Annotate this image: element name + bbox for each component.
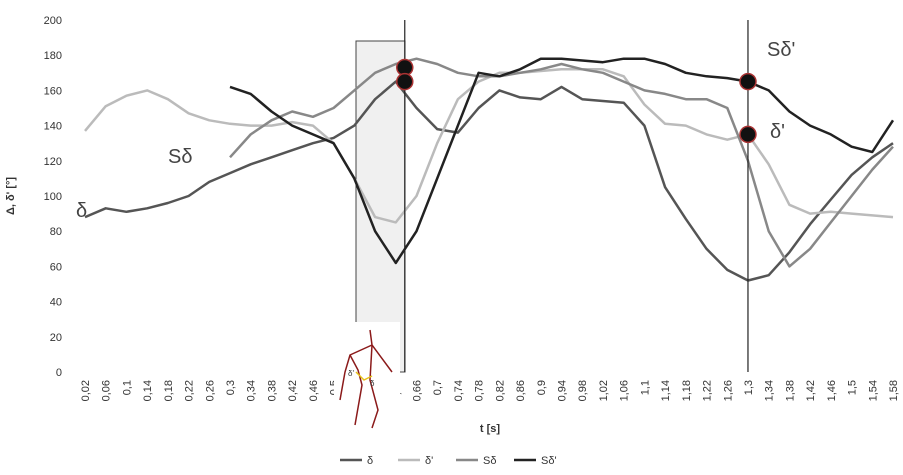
- x-tick-label: 0,34: [246, 380, 258, 401]
- x-tick-label: 1,58: [888, 380, 900, 401]
- y-tick-label: 80: [50, 226, 62, 238]
- series-line: [229, 57, 894, 268]
- legend-label: δ': [425, 455, 433, 467]
- y-tick-label: 200: [44, 15, 62, 27]
- inset-stroke: [369, 344, 379, 429]
- inset-stroke: [355, 371, 373, 381]
- x-tick-label: 0,98: [577, 380, 589, 401]
- x-tick-label: 1,54: [867, 380, 879, 401]
- x-tick-label: 0,18: [163, 380, 175, 401]
- marker-point: [739, 72, 757, 91]
- x-tick-label: 1,34: [764, 380, 776, 401]
- annotation: Sδ': [767, 39, 795, 61]
- x-tick-label: 0,7: [432, 380, 444, 395]
- inset-figure: δ' δ: [334, 322, 400, 432]
- x-tick-label: 0,74: [453, 380, 465, 401]
- x-tick-label: 0,94: [557, 380, 569, 401]
- x-tick-label: 0,66: [411, 380, 423, 401]
- y-tick-label: 40: [50, 297, 62, 309]
- legend-label: δ: [367, 455, 373, 467]
- series-line: [229, 57, 895, 265]
- x-tick-label: 0,86: [515, 380, 527, 401]
- x-tick-label: 0,06: [101, 380, 113, 401]
- y-tick-label: 180: [44, 50, 62, 62]
- y-tick-label: 120: [44, 156, 62, 168]
- legend-label: Sδ: [483, 455, 496, 467]
- y-tick-label: 160: [44, 85, 62, 97]
- x-tick-label: 0,42: [287, 380, 299, 401]
- x-tick-label: 0,78: [474, 380, 486, 401]
- inset-label: δ': [348, 369, 354, 378]
- x-tick-label: 1,46: [826, 380, 838, 401]
- x-tick-label: 1,38: [784, 380, 796, 401]
- inset-bg: [334, 322, 400, 432]
- x-tick-label: 1,22: [702, 380, 714, 401]
- x-tick-label: 1,3: [743, 380, 755, 395]
- x-axis-label: t [s]: [480, 423, 501, 435]
- x-tick-label: 0,14: [142, 380, 154, 401]
- annotation: δ: [76, 200, 87, 222]
- y-axis-label: Δ, δ' [°]: [5, 177, 17, 215]
- x-tick-label: 0,02: [80, 380, 92, 401]
- y-tick-label: 60: [50, 261, 62, 273]
- x-tick-label: 0,46: [308, 380, 320, 401]
- x-tick-label: 1,42: [805, 380, 817, 401]
- x-tick-label: 0,3: [225, 380, 237, 395]
- y-tick-label: 100: [44, 191, 62, 203]
- y-tick-label: 20: [50, 332, 62, 344]
- inset-label: δ: [370, 379, 375, 388]
- x-tick-label: 1,18: [681, 380, 693, 401]
- inset-stroke: [349, 354, 363, 426]
- legend-label: Sδ': [541, 455, 557, 467]
- series-line: [84, 80, 894, 282]
- inset-stroke: [339, 344, 373, 401]
- x-tick-label: 1,5: [847, 380, 859, 395]
- marker-point: [396, 72, 414, 91]
- marker-point: [739, 125, 757, 144]
- x-tick-label: 0,38: [266, 380, 278, 401]
- x-tick-label: 0,82: [494, 380, 506, 401]
- x-tick-label: 0,9: [536, 380, 548, 395]
- x-tick-label: 1,1: [639, 380, 651, 395]
- x-tick-label: 0,26: [204, 380, 216, 401]
- y-tick-label: 0: [56, 367, 62, 379]
- y-tick-label: 140: [44, 121, 62, 133]
- x-tick-label: 1,14: [660, 380, 672, 401]
- annotation: Sδ: [168, 146, 192, 168]
- annotation: δ': [770, 121, 785, 143]
- x-tick-label: 1,02: [598, 380, 610, 401]
- x-tick-label: 0,1: [121, 380, 133, 395]
- x-tick-label: 1,06: [619, 380, 631, 401]
- x-tick-label: 1,26: [722, 380, 734, 401]
- x-tick-label: 0,22: [184, 380, 196, 401]
